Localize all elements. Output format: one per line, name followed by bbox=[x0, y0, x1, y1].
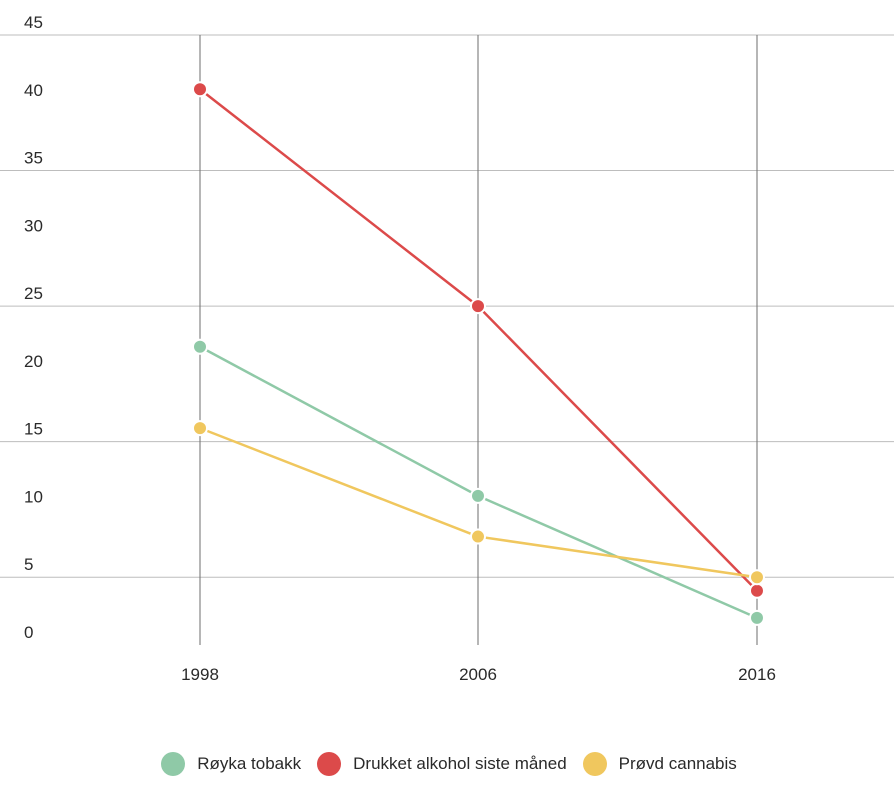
y-tick-label: 20 bbox=[24, 352, 43, 371]
data-point[interactable] bbox=[749, 582, 765, 599]
data-point[interactable] bbox=[470, 528, 486, 545]
data-point[interactable] bbox=[192, 338, 208, 355]
series-points bbox=[192, 81, 765, 626]
x-tick-label: 1998 bbox=[181, 665, 219, 684]
y-tick-label: 15 bbox=[24, 420, 43, 439]
y-tick-label: 0 bbox=[24, 623, 33, 642]
data-point[interactable] bbox=[749, 569, 765, 586]
x-tick-label: 2016 bbox=[738, 665, 776, 684]
y-tick-label: 35 bbox=[24, 149, 43, 168]
y-axis: 0 5 10 15 20 25 30 35 40 45 bbox=[24, 13, 43, 642]
data-point[interactable] bbox=[470, 487, 486, 504]
y-tick-label: 25 bbox=[24, 284, 43, 303]
legend-swatch bbox=[161, 752, 186, 776]
y-tick-label: 10 bbox=[24, 487, 43, 506]
legend-swatch bbox=[582, 752, 607, 776]
data-point[interactable] bbox=[192, 81, 208, 98]
data-point[interactable] bbox=[470, 298, 486, 315]
data-point[interactable] bbox=[749, 609, 765, 626]
legend-swatch bbox=[317, 752, 342, 776]
y-tick-label: 45 bbox=[24, 13, 43, 32]
legend-item[interactable]: Røyka tobakk bbox=[161, 752, 301, 776]
legend-label: Drukket alkohol siste måned bbox=[353, 754, 567, 773]
gridlines bbox=[0, 34, 894, 645]
legend: Røyka tobakk Drukket alkohol siste måned P… bbox=[0, 752, 894, 792]
x-axis: 1998 2006 2016 bbox=[181, 665, 776, 684]
y-tick-label: 40 bbox=[24, 81, 43, 100]
legend-item[interactable]: Drukket alkohol siste måned bbox=[317, 752, 567, 776]
y-tick-label: 30 bbox=[24, 216, 43, 235]
legend-label: Røyka tobakk bbox=[197, 754, 302, 773]
legend-item[interactable]: Prøvd cannabis bbox=[582, 752, 737, 776]
line-chart: 0 5 10 15 20 25 30 35 40 45 1998 2006 2016 bbox=[0, 13, 894, 684]
x-tick-label: 2006 bbox=[459, 665, 497, 684]
y-tick-label: 5 bbox=[24, 555, 33, 574]
data-point[interactable] bbox=[192, 420, 208, 437]
legend-label: Prøvd cannabis bbox=[618, 754, 737, 773]
